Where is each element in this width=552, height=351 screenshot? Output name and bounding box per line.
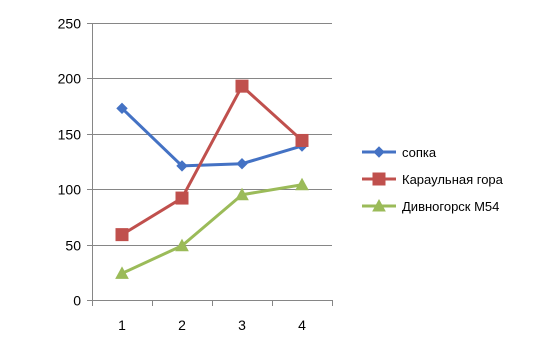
y-tick-label: 0 [73, 293, 81, 309]
series-line [120, 106, 304, 168]
legend-entry: Дивногорск М54 [362, 198, 499, 214]
x-tick-label: 2 [178, 317, 186, 333]
data-point [175, 238, 189, 252]
data-point [116, 102, 128, 115]
data-point [235, 79, 249, 93]
series-line [120, 183, 304, 275]
data-point [115, 228, 129, 242]
data-point [236, 158, 248, 170]
legend-marker [372, 198, 386, 212]
y-tick-label: 250 [58, 16, 82, 32]
x-tick-label: 4 [298, 317, 306, 333]
gridlines [92, 23, 332, 246]
y-tick-labels: 0 50 100 150 200 250 [58, 16, 82, 309]
y-tick-label: 50 [65, 238, 81, 254]
legend-label: сопка [402, 145, 437, 160]
data-point [295, 177, 309, 191]
axes [87, 23, 333, 306]
legend: сопка Караульная гора Дивногорск М54 [362, 145, 504, 214]
legend-label: Караульная гора [402, 172, 504, 187]
series-line [120, 84, 304, 237]
x-tick-label: 1 [118, 317, 126, 333]
series-group [115, 79, 309, 279]
data-point [235, 187, 249, 201]
y-tick-label: 150 [58, 127, 82, 143]
data-point [115, 266, 129, 279]
data-point [175, 191, 189, 205]
legend-entry: Караульная гора [362, 172, 504, 187]
legend-label: Дивногорск М54 [402, 199, 499, 214]
series-3 [115, 177, 309, 279]
y-tick-label: 100 [58, 182, 82, 198]
legend-entry: сопка [362, 145, 437, 160]
legend-marker [373, 146, 385, 158]
data-point [295, 133, 309, 147]
legend-marker [372, 172, 386, 186]
data-point [176, 160, 188, 172]
x-tick-label: 3 [238, 317, 246, 333]
series-2 [115, 79, 309, 242]
x-tick-labels: 1 2 3 4 [118, 317, 306, 333]
y-tick-label: 200 [58, 71, 82, 87]
